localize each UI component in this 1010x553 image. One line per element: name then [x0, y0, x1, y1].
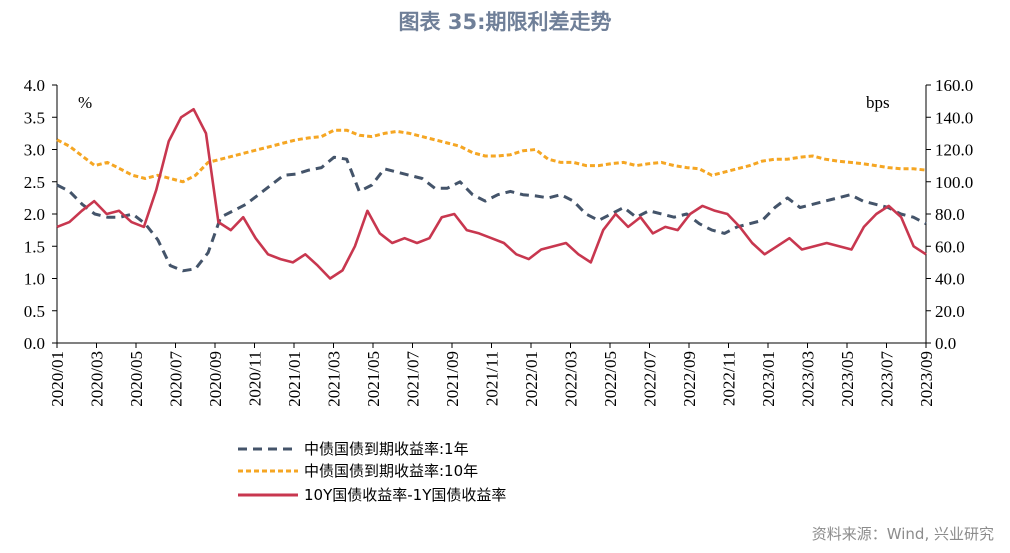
y-right-tick-label: 80.0	[935, 205, 965, 224]
legend-label-1: 中债国债到期收益率:1年	[304, 440, 469, 458]
y-left-unit: %	[78, 93, 92, 112]
y-right-tick-label: 100.0	[935, 173, 973, 192]
y-right-tick-label: 40.0	[935, 270, 965, 289]
x-tick-label: 2022/03	[562, 351, 581, 407]
y-right-tick-label: 60.0	[935, 237, 965, 256]
x-tick-label: 2022/09	[680, 351, 699, 407]
y-right-tick-label: 120.0	[935, 141, 973, 160]
y-right-tick-label: 20.0	[935, 302, 965, 321]
x-tick-label: 2022/05	[601, 351, 620, 407]
y-left-tick-label: 3.0	[24, 141, 45, 160]
y-left-tick-label: 2.5	[24, 173, 45, 192]
chart-title: 图表 35:期限利差走势	[398, 10, 612, 34]
series-line-2	[56, 128, 927, 184]
series-line-1	[56, 155, 927, 273]
y-left-tick-label: 1.0	[24, 270, 45, 289]
x-tick-label: 2021/03	[325, 351, 344, 407]
x-tick-label: 2023/09	[917, 351, 936, 407]
x-tick-label: 2023/05	[838, 351, 857, 407]
x-tick-label: 2020/11	[246, 351, 265, 406]
series-line-3	[56, 107, 927, 280]
y-left-tick-label: 0.0	[24, 334, 45, 353]
x-tick-label: 2022/07	[641, 351, 660, 407]
x-tick-label: 2020/05	[127, 351, 146, 407]
x-tick-label: 2021/01	[285, 351, 304, 407]
x-tick-label: 2022/01	[522, 351, 541, 407]
y-left-tick-label: 1.5	[24, 237, 45, 256]
axes-group: 0.0 0.0 0.5 20.0 1.0 40.0 1.5 60.0 2.0 80.0 2.5 100…	[24, 76, 974, 407]
x-tick-label: 2021/11	[483, 351, 502, 406]
y-right-tick-label: 160.0	[935, 76, 973, 95]
y-right-tick-label: 0.0	[935, 334, 956, 353]
source-note: 资料来源：Wind, 兴业研究	[811, 525, 994, 543]
x-tick-label: 2020/03	[88, 351, 107, 407]
y-left-tick-label: 0.5	[24, 302, 45, 321]
legend-label-2: 中债国债到期收益率:10年	[304, 462, 478, 480]
x-tick-label: 2021/09	[443, 351, 462, 407]
x-tick-label: 2023/07	[878, 351, 897, 407]
x-tick-label: 2023/01	[759, 351, 778, 407]
y-right-unit: bps	[866, 93, 890, 112]
x-tick-label: 2021/05	[364, 351, 383, 407]
y-left-tick-label: 2.0	[24, 205, 45, 224]
y-left-tick-label: 4.0	[24, 76, 45, 95]
series-group	[56, 107, 927, 280]
x-tick-label: 2021/07	[404, 351, 423, 407]
x-tick-label: 2023/03	[799, 351, 818, 407]
legend-label-3: 10Y国债收益率-1Y国债收益率	[304, 486, 506, 504]
x-tick-label: 2020/07	[167, 351, 186, 407]
x-tick-label: 2022/11	[720, 351, 739, 406]
x-tick-label: 2020/01	[48, 351, 67, 407]
y-right-tick-label: 140.0	[935, 108, 973, 127]
y-left-tick-label: 3.5	[24, 108, 45, 127]
x-tick-label: 2020/09	[206, 351, 225, 407]
